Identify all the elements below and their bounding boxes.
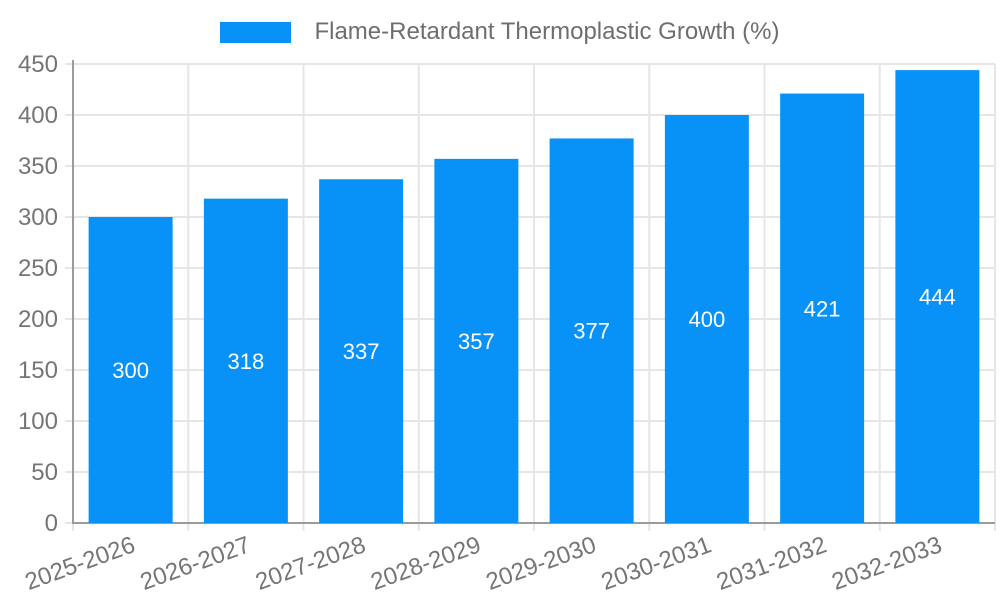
y-tick-label: 250 bbox=[18, 255, 58, 282]
legend-swatch[interactable] bbox=[220, 21, 292, 43]
y-tick-label: 0 bbox=[45, 510, 58, 537]
y-tick-label: 300 bbox=[18, 204, 58, 231]
x-tick-label: 2028-2029 bbox=[367, 531, 484, 596]
y-tick-label: 200 bbox=[18, 306, 58, 333]
bar-value-label: 300 bbox=[112, 358, 149, 383]
bar[interactable] bbox=[895, 70, 980, 524]
bar-value-label: 337 bbox=[343, 339, 380, 364]
bar[interactable] bbox=[780, 93, 865, 523]
bar-value-label: 357 bbox=[458, 329, 495, 354]
bar-value-label: 444 bbox=[919, 285, 956, 310]
x-tick-label: 2026-2027 bbox=[137, 531, 254, 596]
y-tick-label: 350 bbox=[18, 153, 58, 180]
x-tick-label: 2025-2026 bbox=[22, 531, 139, 596]
bar[interactable] bbox=[203, 198, 288, 523]
bar[interactable] bbox=[664, 115, 749, 523]
y-tick-label: 150 bbox=[18, 357, 58, 384]
y-tick-label: 50 bbox=[31, 459, 58, 486]
bar[interactable] bbox=[434, 158, 519, 524]
y-tick-label: 450 bbox=[18, 51, 58, 78]
legend-label[interactable]: Flame-Retardant Thermoplastic Growth (%) bbox=[314, 18, 780, 45]
bar-value-label: 400 bbox=[689, 307, 726, 332]
y-tick-label: 100 bbox=[18, 408, 58, 435]
bar[interactable] bbox=[88, 217, 173, 523]
x-tick-label: 2029-2030 bbox=[483, 531, 600, 596]
bar-value-label: 421 bbox=[804, 296, 841, 321]
bar[interactable] bbox=[549, 138, 634, 523]
y-tick-label: 400 bbox=[18, 102, 58, 129]
bar-value-label: 318 bbox=[228, 349, 265, 374]
x-tick-label: 2032-2033 bbox=[828, 531, 945, 596]
x-tick-label: 2031-2032 bbox=[713, 531, 830, 596]
bar-value-label: 377 bbox=[573, 319, 610, 344]
bar[interactable] bbox=[319, 179, 404, 523]
x-tick-label: 2030-2031 bbox=[598, 531, 715, 596]
legend[interactable]: Flame-Retardant Thermoplastic Growth (%) bbox=[0, 18, 1000, 46]
x-tick-label: 2027-2028 bbox=[252, 531, 369, 596]
